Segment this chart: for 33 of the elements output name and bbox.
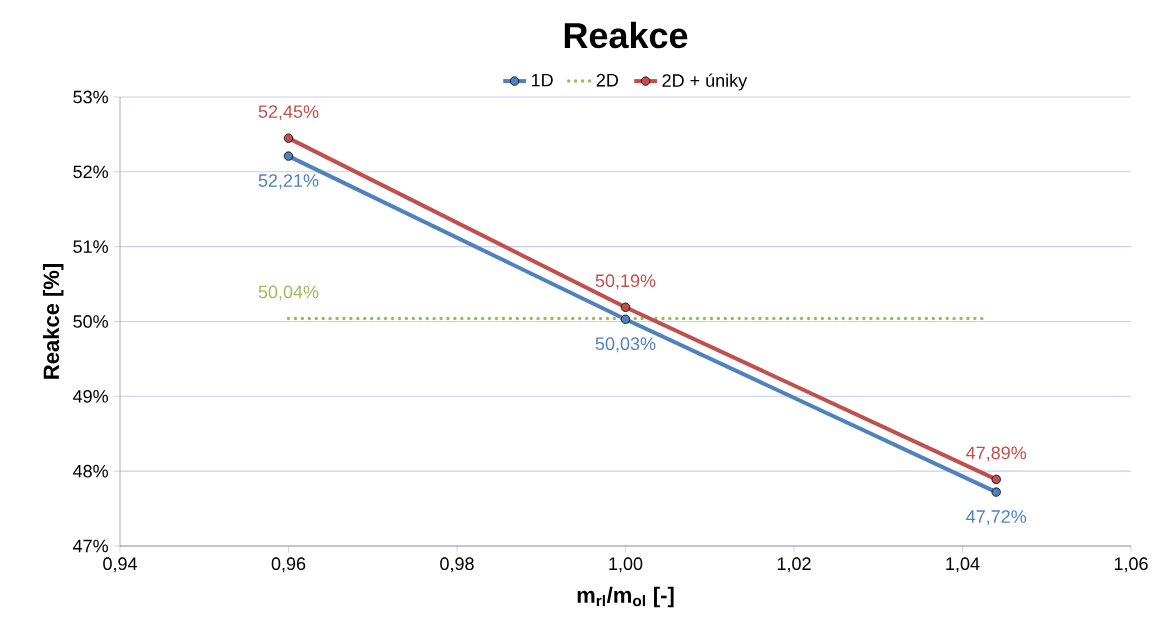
x-tick-label: 1,00 [609,557,643,573]
data-label: 47,89% [966,446,1027,462]
chart-title: Reakce [564,21,688,49]
legend-label: 2D + úniky [662,73,748,91]
point [283,151,294,161]
point [620,302,631,312]
y-tick-label: 49% [73,389,108,403]
y-tick-label: 52% [73,165,108,179]
data-label: 47,72% [966,510,1027,526]
x-tick-label: 0,94 [103,557,137,573]
data-label: 50,03% [595,337,656,353]
data-label: 50,04% [258,285,319,301]
data-label: 52,21% [258,174,319,190]
point [991,487,1001,497]
point [620,314,631,324]
point [991,474,1001,485]
x-tick-label: 1,02 [777,557,811,573]
y-tick-label: 50% [73,315,108,328]
x-axis-title: m$_{rl}$/m$_{ol}$ [-] [577,586,674,608]
y-tick-label: 47% [73,539,108,553]
y-tick-label: 48% [73,464,108,478]
x-tick-label: 0,98 [440,557,474,573]
y-axis-title: Reakce [%] [42,264,64,379]
data-label: 50,19% [595,274,656,290]
x-tick-label: 1,04 [946,557,980,573]
x-tick-label: 1,06 [1114,557,1148,573]
y-tick-label: 53% [73,90,108,104]
legend-label: 1D [531,73,553,87]
data-label: 52,45% [258,105,319,121]
point [283,133,294,143]
legend-label: 2D [596,73,618,87]
y-tick-label: 51% [73,240,108,253]
x-tick-label: 0,96 [271,557,306,573]
